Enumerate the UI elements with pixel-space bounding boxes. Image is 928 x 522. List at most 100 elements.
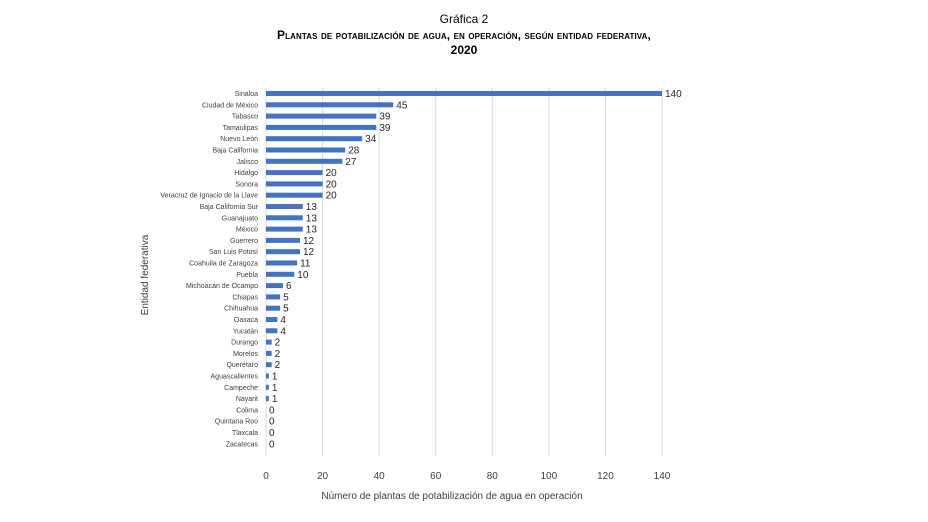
category-label: Ciudad de México bbox=[202, 102, 258, 109]
data-label: 27 bbox=[345, 157, 357, 168]
category-label: Sonora bbox=[235, 181, 258, 188]
chart-title: Plantas de potabilización de agua, en op… bbox=[277, 28, 651, 42]
data-label: 20 bbox=[326, 179, 338, 190]
data-label: 2 bbox=[275, 349, 281, 360]
category-label: Colima bbox=[236, 407, 258, 414]
category-label: Tabasco bbox=[232, 114, 258, 121]
data-label: 45 bbox=[396, 100, 408, 111]
data-label: 20 bbox=[326, 168, 338, 179]
bar bbox=[266, 226, 303, 232]
bar bbox=[266, 317, 278, 322]
x-tick-label: 40 bbox=[374, 471, 386, 482]
bar bbox=[266, 102, 394, 108]
category-label: Michoacán de Ocampo bbox=[186, 283, 258, 290]
category-label: México bbox=[236, 227, 258, 234]
gridlines bbox=[265, 88, 663, 456]
category-label: Querétaro bbox=[226, 362, 258, 369]
x-tick-label: 60 bbox=[430, 471, 442, 482]
data-label: 4 bbox=[280, 315, 286, 326]
category-label: Coahuila de Zaragoza bbox=[189, 261, 258, 268]
data-label: 1 bbox=[272, 394, 278, 405]
category-label: Puebla bbox=[236, 272, 258, 279]
category-label: Veracruz de Ignacio de la Llave bbox=[160, 193, 258, 200]
bar bbox=[266, 113, 377, 119]
data-label: 6 bbox=[286, 281, 292, 292]
category-label: Aguascalientes bbox=[211, 374, 259, 381]
data-label: 140 bbox=[665, 89, 682, 100]
data-label: 20 bbox=[326, 191, 338, 202]
category-labels: Sinaloa Ciudad de México Tabasco Tamaulipas… bbox=[160, 91, 258, 448]
data-label: 1 bbox=[272, 372, 278, 383]
category-label: Oaxaca bbox=[234, 317, 258, 324]
data-label: 2 bbox=[275, 360, 281, 371]
category-label: Nayarit bbox=[236, 396, 258, 403]
data-label: 5 bbox=[283, 304, 289, 315]
bar bbox=[266, 181, 323, 187]
data-label: 28 bbox=[348, 146, 360, 157]
bar bbox=[266, 260, 298, 266]
category-label: Campeche bbox=[224, 385, 258, 392]
data-label: 1 bbox=[272, 383, 278, 394]
data-label: 10 bbox=[297, 270, 309, 281]
category-label: Tlaxcala bbox=[232, 430, 258, 437]
category-label: Tamaulipas bbox=[223, 125, 259, 132]
data-label: 13 bbox=[306, 213, 318, 224]
bar bbox=[266, 350, 272, 356]
bar bbox=[266, 373, 269, 379]
x-tick-label: 100 bbox=[541, 471, 558, 482]
category-label: Baja California bbox=[212, 148, 258, 155]
category-label: Guerrero bbox=[230, 238, 258, 245]
bar bbox=[266, 124, 377, 130]
bar bbox=[266, 396, 269, 402]
data-label: 0 bbox=[269, 428, 275, 439]
data-label: 11 bbox=[300, 259, 311, 270]
x-tick-label: 140 bbox=[654, 471, 671, 482]
bar bbox=[266, 384, 269, 390]
bar bbox=[266, 305, 281, 311]
bars bbox=[266, 91, 662, 402]
bar bbox=[266, 158, 343, 164]
data-label: 4 bbox=[280, 326, 286, 337]
data-label: 34 bbox=[365, 134, 377, 145]
category-label: Baja California Sur bbox=[200, 204, 259, 211]
chart-kicker: Gráfica 2 bbox=[439, 12, 489, 26]
data-labels: 1404539393428272020201313131212111065544… bbox=[269, 89, 682, 450]
category-label: San Luis Potosí bbox=[209, 249, 258, 256]
data-label: 13 bbox=[306, 202, 318, 213]
x-tick-label: 20 bbox=[317, 471, 329, 482]
x-axis-label: Número de plantas de potabilización de a… bbox=[321, 491, 582, 502]
data-label: 13 bbox=[306, 225, 318, 236]
y-axis-label: Entidad federativa bbox=[140, 234, 151, 315]
data-label: 0 bbox=[269, 405, 275, 416]
bar bbox=[266, 147, 346, 153]
category-label: Zacatecas bbox=[226, 441, 259, 448]
category-label: Quintana Roo bbox=[215, 419, 258, 426]
bar bbox=[266, 283, 283, 289]
category-label: Guanajuato bbox=[222, 215, 258, 222]
bar bbox=[266, 362, 272, 368]
bar bbox=[266, 294, 281, 300]
data-label: 12 bbox=[303, 247, 315, 258]
category-label: Nuevo León bbox=[220, 136, 258, 143]
bar bbox=[266, 215, 303, 221]
bar bbox=[266, 204, 303, 209]
data-label: 12 bbox=[303, 236, 315, 247]
bar bbox=[266, 339, 272, 345]
data-label: 2 bbox=[275, 338, 281, 349]
category-label: Durango bbox=[231, 340, 258, 347]
data-label: 5 bbox=[283, 292, 289, 303]
category-label: Chihuahua bbox=[224, 306, 258, 313]
bar bbox=[266, 136, 363, 142]
data-label: 39 bbox=[379, 123, 391, 134]
bar bbox=[266, 328, 278, 334]
category-label: Jalisco bbox=[237, 159, 259, 166]
x-tick-label: 120 bbox=[597, 471, 614, 482]
bar bbox=[266, 249, 300, 255]
bar bbox=[266, 192, 323, 198]
category-label: Yucatán bbox=[233, 328, 258, 335]
category-label: Sinaloa bbox=[235, 91, 258, 98]
chart-year: 2020 bbox=[450, 43, 478, 57]
x-tick-label: 0 bbox=[263, 471, 269, 482]
bar bbox=[266, 170, 323, 176]
